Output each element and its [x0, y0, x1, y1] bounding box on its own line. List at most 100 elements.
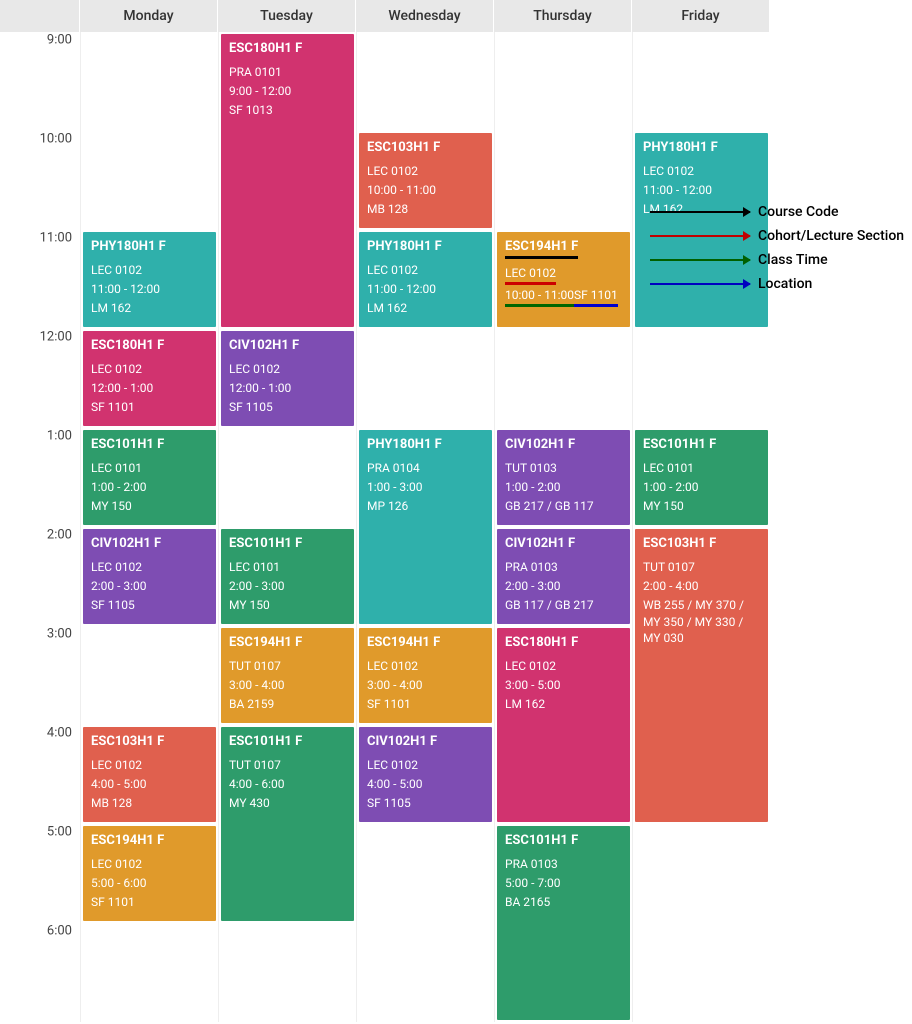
- course-block[interactable]: ESC101H1 FLEC 01012:00 - 3:00MY 150: [221, 529, 354, 624]
- course-code: ESC194H1 F: [91, 832, 208, 850]
- course-block[interactable]: CIV102H1 FTUT 01031:00 - 2:00GB 217 / GB…: [497, 430, 630, 525]
- course-section: PRA 0101: [229, 64, 346, 81]
- course-block[interactable]: ESC194H1 FTUT 01073:00 - 4:00BA 2159: [221, 628, 354, 723]
- course-code: CIV102H1 F: [367, 733, 484, 751]
- course-location: SF 1013: [229, 102, 346, 119]
- course-section: LEC 0102: [229, 361, 346, 378]
- course-block[interactable]: ESC101H1 FPRA 01035:00 - 7:00BA 2165: [497, 826, 630, 1020]
- course-time: 10:00 - 11:00: [367, 182, 484, 199]
- header-day: Monday: [80, 0, 218, 32]
- course-section: LEC 0101: [91, 460, 208, 477]
- course-block[interactable]: ESC194H1 FLEC 01025:00 - 6:00SF 1101: [83, 826, 216, 921]
- course-time: 2:00 - 3:00: [505, 578, 622, 595]
- legend-label: Cohort/Lecture Section: [758, 228, 904, 244]
- course-block[interactable]: ESC101H1 F LEC 0101 1:00 - 2:00 MY 150: [635, 430, 768, 525]
- legend-label: Course Code: [758, 204, 838, 220]
- course-block[interactable]: CIV102H1 FLEC 01022:00 - 3:00SF 1105: [83, 529, 216, 624]
- course-time: 5:00 - 6:00: [91, 875, 208, 892]
- course-block[interactable]: PHY180H1 FLEC 010211:00 - 12:00LM 162: [83, 232, 216, 327]
- course-code: PHY180H1 F: [367, 238, 484, 256]
- course-code: ESC103H1 F: [91, 733, 208, 751]
- course-section: LEC 0102: [91, 559, 208, 576]
- course-block[interactable]: ESC194H1 FLEC 010210:00 - 11:00SF 1101: [497, 232, 630, 327]
- course-code: ESC180H1 F: [91, 337, 208, 355]
- course-code: ESC101H1 F: [91, 436, 208, 454]
- time-label: 9:00: [47, 33, 72, 48]
- course-section: LEC 0102: [91, 361, 208, 378]
- course-section: LEC 0102: [505, 658, 622, 675]
- course-location: MY 150: [91, 498, 208, 515]
- legend-arrow-icon: [650, 283, 750, 285]
- course-block[interactable]: ESC103H1 FLEC 01024:00 - 5:00MB 128: [83, 727, 216, 822]
- course-time: 5:00 - 7:00: [505, 875, 622, 892]
- course-location: SF 1105: [229, 399, 346, 416]
- course-time: 1:00 - 3:00: [367, 479, 484, 496]
- course-location: SF 1101: [91, 894, 208, 911]
- day-col-wednesday: ESC103H1 FLEC 010210:00 - 11:00MB 128PHY…: [356, 32, 494, 1022]
- course-block[interactable]: ESC101H1 FLEC 01011:00 - 2:00MY 150: [83, 430, 216, 525]
- course-section: TUT 0107: [643, 559, 760, 576]
- course-location: MY 150: [229, 597, 346, 614]
- course-code: CIV102H1 F: [505, 436, 622, 454]
- course-code: CIV102H1 F: [505, 535, 622, 553]
- course-code: PHY180H1 F: [367, 436, 484, 454]
- course-location: MY 430: [229, 795, 346, 812]
- course-block[interactable]: ESC194H1 FLEC 01023:00 - 4:00SF 1101: [359, 628, 492, 723]
- day-col-monday: PHY180H1 FLEC 010211:00 - 12:00LM 162 ESC…: [80, 32, 218, 1022]
- course-location: WB 255 / MY 370 / MY 350 / MY 330 / MY 0…: [643, 597, 760, 647]
- course-location: GB 217 / GB 117: [505, 498, 622, 515]
- course-section: TUT 0107: [229, 658, 346, 675]
- course-code: CIV102H1 F: [229, 337, 346, 355]
- course-section: LEC 0102: [367, 163, 484, 180]
- course-location: MP 126: [367, 498, 484, 515]
- course-block[interactable]: PHY180H1 FLEC 010211:00 - 12:00LM 162: [359, 232, 492, 327]
- course-section: PRA 0103: [505, 559, 622, 576]
- header-corner: [0, 0, 80, 32]
- course-code: ESC180H1 F: [229, 40, 346, 58]
- course-section: TUT 0103: [505, 460, 622, 477]
- time-label: 2:00: [47, 528, 72, 543]
- course-time: 4:00 - 5:00: [367, 776, 484, 793]
- course-block[interactable]: ESC103H1 FLEC 010210:00 - 11:00MB 128: [359, 133, 492, 228]
- course-code: ESC194H1 F: [367, 634, 484, 652]
- course-section: PRA 0103: [505, 856, 622, 873]
- header-day: Friday: [632, 0, 770, 32]
- course-block[interactable]: CIV102H1 FPRA 01032:00 - 3:00GB 117 / GB…: [497, 529, 630, 624]
- course-location: MY 150: [643, 498, 760, 515]
- grid-body: 9:0010:0011:0012:001:002:003:004:005:006…: [0, 32, 80, 1022]
- course-code: PHY180H1 F: [643, 139, 760, 157]
- course-block[interactable]: CIV102H1 FLEC 01024:00 - 5:00SF 1105: [359, 727, 492, 822]
- course-location: MB 128: [367, 201, 484, 218]
- time-label: 1:00: [47, 429, 72, 444]
- course-code: ESC101H1 F: [229, 733, 346, 751]
- course-time: 1:00 - 2:00: [643, 479, 760, 496]
- course-location: SF 1101: [91, 399, 208, 416]
- course-location: SF 1101: [367, 696, 484, 713]
- course-code: ESC194H1 F: [505, 238, 578, 259]
- course-block[interactable]: ESC180H1 FLEC 01023:00 - 5:00LM 162: [497, 628, 630, 822]
- course-location: BA 2159: [229, 696, 346, 713]
- course-block[interactable]: CIV102H1 F LEC 0102 12:00 - 1:00 SF 1105: [221, 331, 354, 426]
- course-section: LEC 0101: [229, 559, 346, 576]
- course-block[interactable]: PHY180H1 FPRA 01041:00 - 3:00MP 126: [359, 430, 492, 624]
- legend-label: Location: [758, 276, 812, 292]
- course-location: SF 1105: [91, 597, 208, 614]
- legend-row: Class Time: [650, 248, 910, 272]
- course-section: LEC 0101: [643, 460, 760, 477]
- course-section: LEC 0102: [367, 658, 484, 675]
- course-code: ESC180H1 F: [505, 634, 622, 652]
- course-time: 3:00 - 4:00: [229, 677, 346, 694]
- time-label: 3:00: [47, 627, 72, 642]
- course-code: ESC101H1 F: [643, 436, 760, 454]
- course-section: LEC 0102: [367, 757, 484, 774]
- course-block[interactable]: ESC103H1 FTUT 01072:00 - 4:00WB 255 / MY…: [635, 529, 768, 822]
- legend-row: Location: [650, 272, 910, 296]
- course-block[interactable]: ESC180H1 FPRA 01019:00 - 12:00SF 1013: [221, 34, 354, 327]
- course-block[interactable]: ESC101H1 FTUT 01074:00 - 6:00MY 430: [221, 727, 354, 921]
- time-label: 4:00: [47, 726, 72, 741]
- time-label: 11:00: [40, 231, 72, 246]
- course-block[interactable]: ESC180H1 FLEC 010212:00 - 1:00SF 1101: [83, 331, 216, 426]
- course-code: ESC101H1 F: [505, 832, 622, 850]
- course-time: 12:00 - 1:00: [229, 380, 346, 397]
- day-col-tuesday: ESC180H1 FPRA 01019:00 - 12:00SF 1013CIV…: [218, 32, 356, 1022]
